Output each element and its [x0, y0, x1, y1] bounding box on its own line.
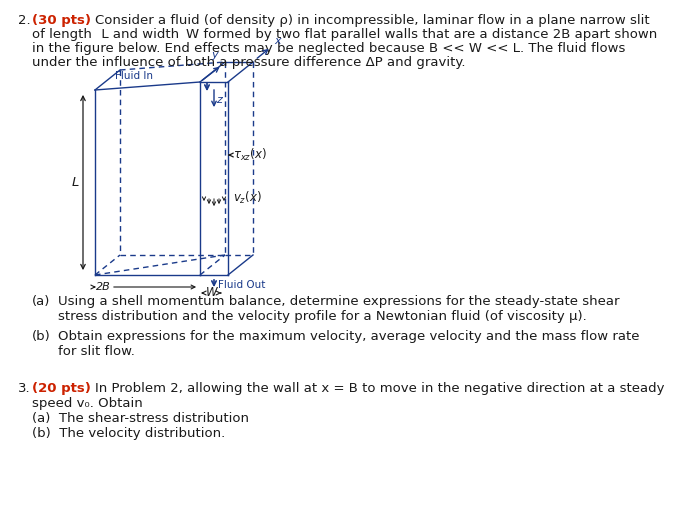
Text: speed v₀. Obtain: speed v₀. Obtain — [32, 397, 143, 410]
Text: 2.: 2. — [18, 14, 31, 27]
Text: Using a shell momentum balance, determine expressions for the steady-state shear: Using a shell momentum balance, determin… — [58, 295, 620, 308]
Text: of length   L and width  W formed by two flat parallel walls that are a distance: of length L and width W formed by two fl… — [32, 28, 657, 41]
Text: Fluid Out: Fluid Out — [218, 280, 265, 290]
Text: Consider a fluid (of density ρ) in incompressible, laminar flow in a plane narro: Consider a fluid (of density ρ) in incom… — [95, 14, 650, 27]
Text: under the influence of both a pressure difference ΔP and gravity.: under the influence of both a pressure d… — [32, 56, 466, 69]
Text: (b)  The velocity distribution.: (b) The velocity distribution. — [32, 427, 225, 440]
Text: x: x — [274, 36, 281, 46]
Text: L: L — [71, 176, 78, 188]
Text: 2B: 2B — [96, 282, 111, 292]
Text: Obtain expressions for the maximum velocity, average velocity and the mass flow : Obtain expressions for the maximum veloc… — [58, 330, 640, 343]
Text: (30 pts): (30 pts) — [32, 14, 91, 27]
Text: (20 pts): (20 pts) — [32, 382, 91, 395]
Text: stress distribution and the velocity profile for a Newtonian fluid (of viscosity: stress distribution and the velocity pro… — [58, 310, 587, 323]
Text: for slit flow.: for slit flow. — [58, 345, 135, 358]
Text: $\tau_{xz}(x)$: $\tau_{xz}(x)$ — [233, 147, 267, 163]
Text: in the figure below. End effects may be neglected because B << W << L. The fluid: in the figure below. End effects may be … — [32, 42, 625, 55]
Text: In Problem 2, allowing the wall at x = B to move in the negative direction at a : In Problem 2, allowing the wall at x = B… — [95, 382, 664, 395]
Text: z: z — [216, 95, 222, 105]
Text: W: W — [206, 287, 218, 299]
Text: (a)  The shear-stress distribution: (a) The shear-stress distribution — [32, 412, 249, 425]
Text: 3.: 3. — [18, 382, 31, 395]
Text: y: y — [211, 50, 218, 60]
Text: (b): (b) — [32, 330, 50, 343]
Text: $v_z(x)$: $v_z(x)$ — [233, 190, 262, 206]
Text: (a): (a) — [32, 295, 50, 308]
Text: Fluid In: Fluid In — [115, 71, 153, 81]
